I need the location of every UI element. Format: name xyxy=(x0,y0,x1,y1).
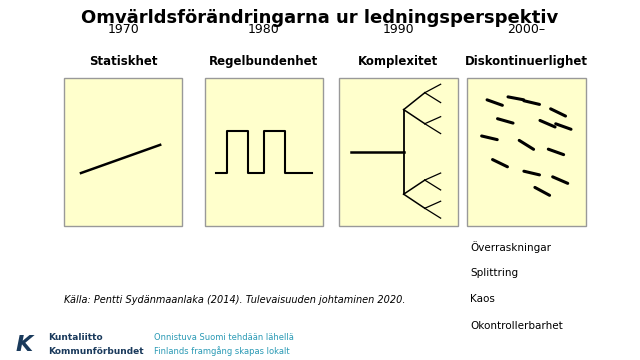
Text: Källa: Pentti Sydänmaanlaka (2014). Tulevaisuuden johtaminen 2020.: Källa: Pentti Sydänmaanlaka (2014). Tule… xyxy=(64,295,406,305)
Text: Kaos: Kaos xyxy=(470,294,495,305)
Text: Onnistuva Suomi tehdään lähellä: Onnistuva Suomi tehdään lähellä xyxy=(154,333,294,342)
Text: Omvärldsförändringarna ur ledningsperspektiv: Omvärldsförändringarna ur ledningsperspe… xyxy=(81,9,559,27)
Text: Överraskningar: Överraskningar xyxy=(470,241,552,253)
Text: Finlands framgång skapas lokalt: Finlands framgång skapas lokalt xyxy=(154,346,289,356)
Text: 2000–: 2000– xyxy=(508,23,545,36)
Text: Splittring: Splittring xyxy=(470,268,518,278)
Text: Diskontinuerlighet: Diskontinuerlighet xyxy=(465,55,588,68)
Text: Kuntaliitto: Kuntaliitto xyxy=(48,333,102,342)
Text: 1990: 1990 xyxy=(383,23,414,36)
Text: 1970: 1970 xyxy=(108,23,139,36)
Text: Regelbundenhet: Regelbundenhet xyxy=(209,55,319,68)
Bar xyxy=(467,78,586,225)
Text: K: K xyxy=(16,335,33,355)
Bar xyxy=(205,78,323,225)
Text: Komplexitet: Komplexitet xyxy=(358,55,438,68)
Bar xyxy=(64,78,182,225)
Text: Kommunförbundet: Kommunförbundet xyxy=(48,347,143,356)
Text: Statiskhet: Statiskhet xyxy=(89,55,157,68)
Text: 1980: 1980 xyxy=(248,23,280,36)
Text: Okontrollerbarhet: Okontrollerbarhet xyxy=(470,321,563,331)
Bar xyxy=(339,78,458,225)
